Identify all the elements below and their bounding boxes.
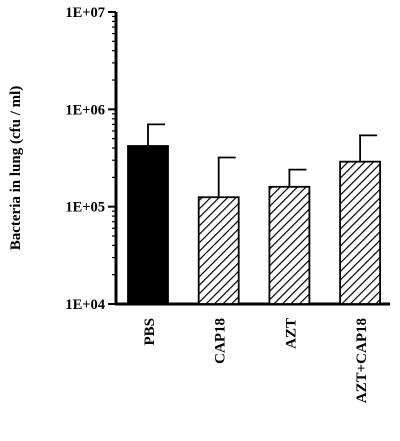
bar [197, 196, 240, 305]
bar [339, 160, 382, 305]
y-tick-label: 1E+05 [65, 200, 105, 216]
x-category-label: AZT [283, 318, 299, 349]
x-category-label: PBS [142, 318, 158, 346]
y-tick-label: 1E+04 [65, 297, 105, 313]
bar [268, 185, 311, 305]
y-axis-title: Bacteria in lung (cfu / ml) [8, 86, 24, 251]
x-category-label: AZT+CAP18 [354, 318, 370, 403]
bar [127, 145, 169, 305]
labels: 1E+04 1E+05 1E+06 1E+07 Bacteria in lung (cf… [8, 5, 370, 403]
bars [127, 123, 382, 305]
x-category-label: CAP18 [213, 318, 229, 364]
y-tick-label: 1E+07 [65, 5, 105, 21]
y-tick-label: 1E+06 [65, 102, 105, 118]
